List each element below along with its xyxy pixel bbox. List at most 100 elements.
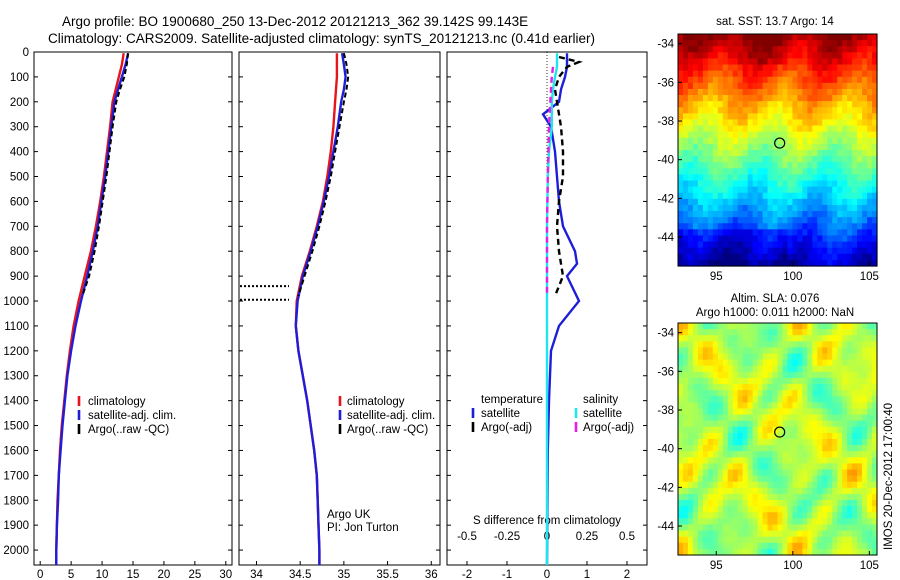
heatmap-cell: [682, 143, 689, 151]
heatmap-cell: [797, 180, 803, 188]
heatmap-cell: [772, 162, 779, 169]
heatmap-cell: [847, 168, 853, 176]
heatmap-cell: [807, 414, 813, 422]
heatmap-cell: [817, 493, 823, 501]
heatmap-cell: [817, 192, 823, 200]
heatmap-cell: [727, 174, 734, 182]
heatmap-cell: [697, 88, 704, 96]
heatmap-cell: [757, 137, 764, 145]
heatmap-cell: [707, 530, 714, 538]
heatmap-cell: [732, 396, 739, 403]
heatmap-cell: [867, 524, 873, 532]
heatmap-cell: [837, 192, 843, 200]
heatmap-cell: [747, 347, 754, 355]
heatmap-cell: [797, 439, 803, 446]
heatmap-cell: [752, 229, 759, 237]
heatmap-cell: [807, 335, 813, 342]
heatmap-cell: [782, 168, 789, 176]
heatmap-cell: [697, 40, 704, 47]
heatmap-cell: [737, 143, 744, 151]
heatmap-cell: [847, 414, 853, 422]
heatmap-cell: [747, 58, 754, 66]
heatmap-cell: [712, 396, 719, 403]
heatmap-cell: [687, 168, 694, 176]
series-line-salinity-argo-adj-: [545, 66, 555, 296]
heatmap-cell: [712, 52, 719, 60]
y-tick-label: 300: [10, 122, 29, 134]
heatmap-cell: [678, 247, 684, 255]
heatmap-cell: [767, 82, 774, 90]
heatmap-cell: [792, 168, 798, 176]
heatmap-cell: [807, 323, 813, 330]
heatmap-cell: [767, 247, 774, 255]
heatmap-cell: [767, 365, 774, 373]
heatmap-cell: [732, 131, 739, 139]
heatmap-cell: [687, 500, 694, 507]
heatmap-cell: [777, 223, 784, 230]
heatmap-cell: [752, 34, 759, 41]
heatmap-cell: [687, 107, 694, 114]
heatmap-cell: [827, 241, 833, 249]
heatmap-cell: [822, 335, 828, 342]
heatmap-cell: [737, 241, 744, 249]
heatmap-cell: [702, 475, 709, 483]
heatmap-cell: [707, 156, 714, 163]
heatmap-cell: [767, 335, 774, 342]
heatmap-cell: [678, 475, 684, 483]
heatmap-cell: [837, 76, 843, 84]
heatmap-cell: [802, 70, 808, 78]
heatmap-cell: [857, 235, 863, 243]
heatmap-cell: [682, 432, 689, 440]
heatmap-cell: [817, 131, 823, 139]
heatmap-cell: [712, 34, 719, 41]
heatmap-cell: [857, 323, 863, 330]
heatmap-cell: [832, 390, 838, 397]
heatmap-cell: [717, 137, 724, 145]
y-tick-label: 1700: [3, 470, 29, 482]
heatmap-cell: [722, 506, 729, 513]
heatmap-cell: [727, 34, 734, 41]
heatmap-cell: [678, 426, 684, 434]
heatmap-cell: [797, 359, 803, 367]
heatmap-cell: [822, 113, 828, 121]
heatmap-cell: [692, 420, 699, 428]
heatmap-cell: [862, 217, 868, 224]
heatmap-cell: [752, 235, 759, 243]
heatmap-cell: [717, 451, 724, 458]
heatmap-cell: [787, 143, 794, 151]
heatmap-cell: [807, 162, 813, 169]
heatmap-cell: [767, 168, 774, 176]
heatmap-cell: [707, 408, 714, 416]
heatmap-cell: [797, 396, 803, 403]
heatmap-cell: [737, 88, 744, 96]
heatmap-cell: [872, 76, 878, 84]
heatmap-cell: [842, 377, 848, 385]
heatmap-cell: [742, 365, 749, 373]
heatmap-cell: [712, 247, 719, 255]
heatmap-cell: [692, 180, 699, 188]
heatmap-cell: [862, 223, 868, 230]
heatmap-cell: [872, 46, 878, 53]
heatmap-cell: [762, 323, 769, 330]
heatmap-cell: [802, 426, 808, 434]
heatmap-cell: [837, 34, 843, 41]
heatmap-cell: [702, 457, 709, 465]
heatmap-cell: [782, 518, 789, 526]
heatmap-cell: [712, 58, 719, 66]
heatmap-cell: [767, 107, 774, 114]
heatmap-cell: [682, 347, 689, 355]
heatmap-cell: [867, 439, 873, 446]
heatmap-cell: [747, 168, 754, 176]
heatmap-cell: [722, 217, 729, 224]
heatmap-cell: [837, 143, 843, 151]
heatmap-cell: [752, 156, 759, 163]
heatmap-cell: [727, 101, 734, 108]
heatmap-cell: [867, 40, 873, 47]
heatmap-cell: [802, 180, 808, 188]
heatmap-cell: [832, 335, 838, 342]
heatmap-cell: [772, 119, 779, 127]
heatmap-cell: [807, 341, 813, 349]
heatmap-cell: [782, 192, 789, 200]
heatmap-cell: [832, 235, 838, 243]
heatmap-cell: [727, 107, 734, 114]
